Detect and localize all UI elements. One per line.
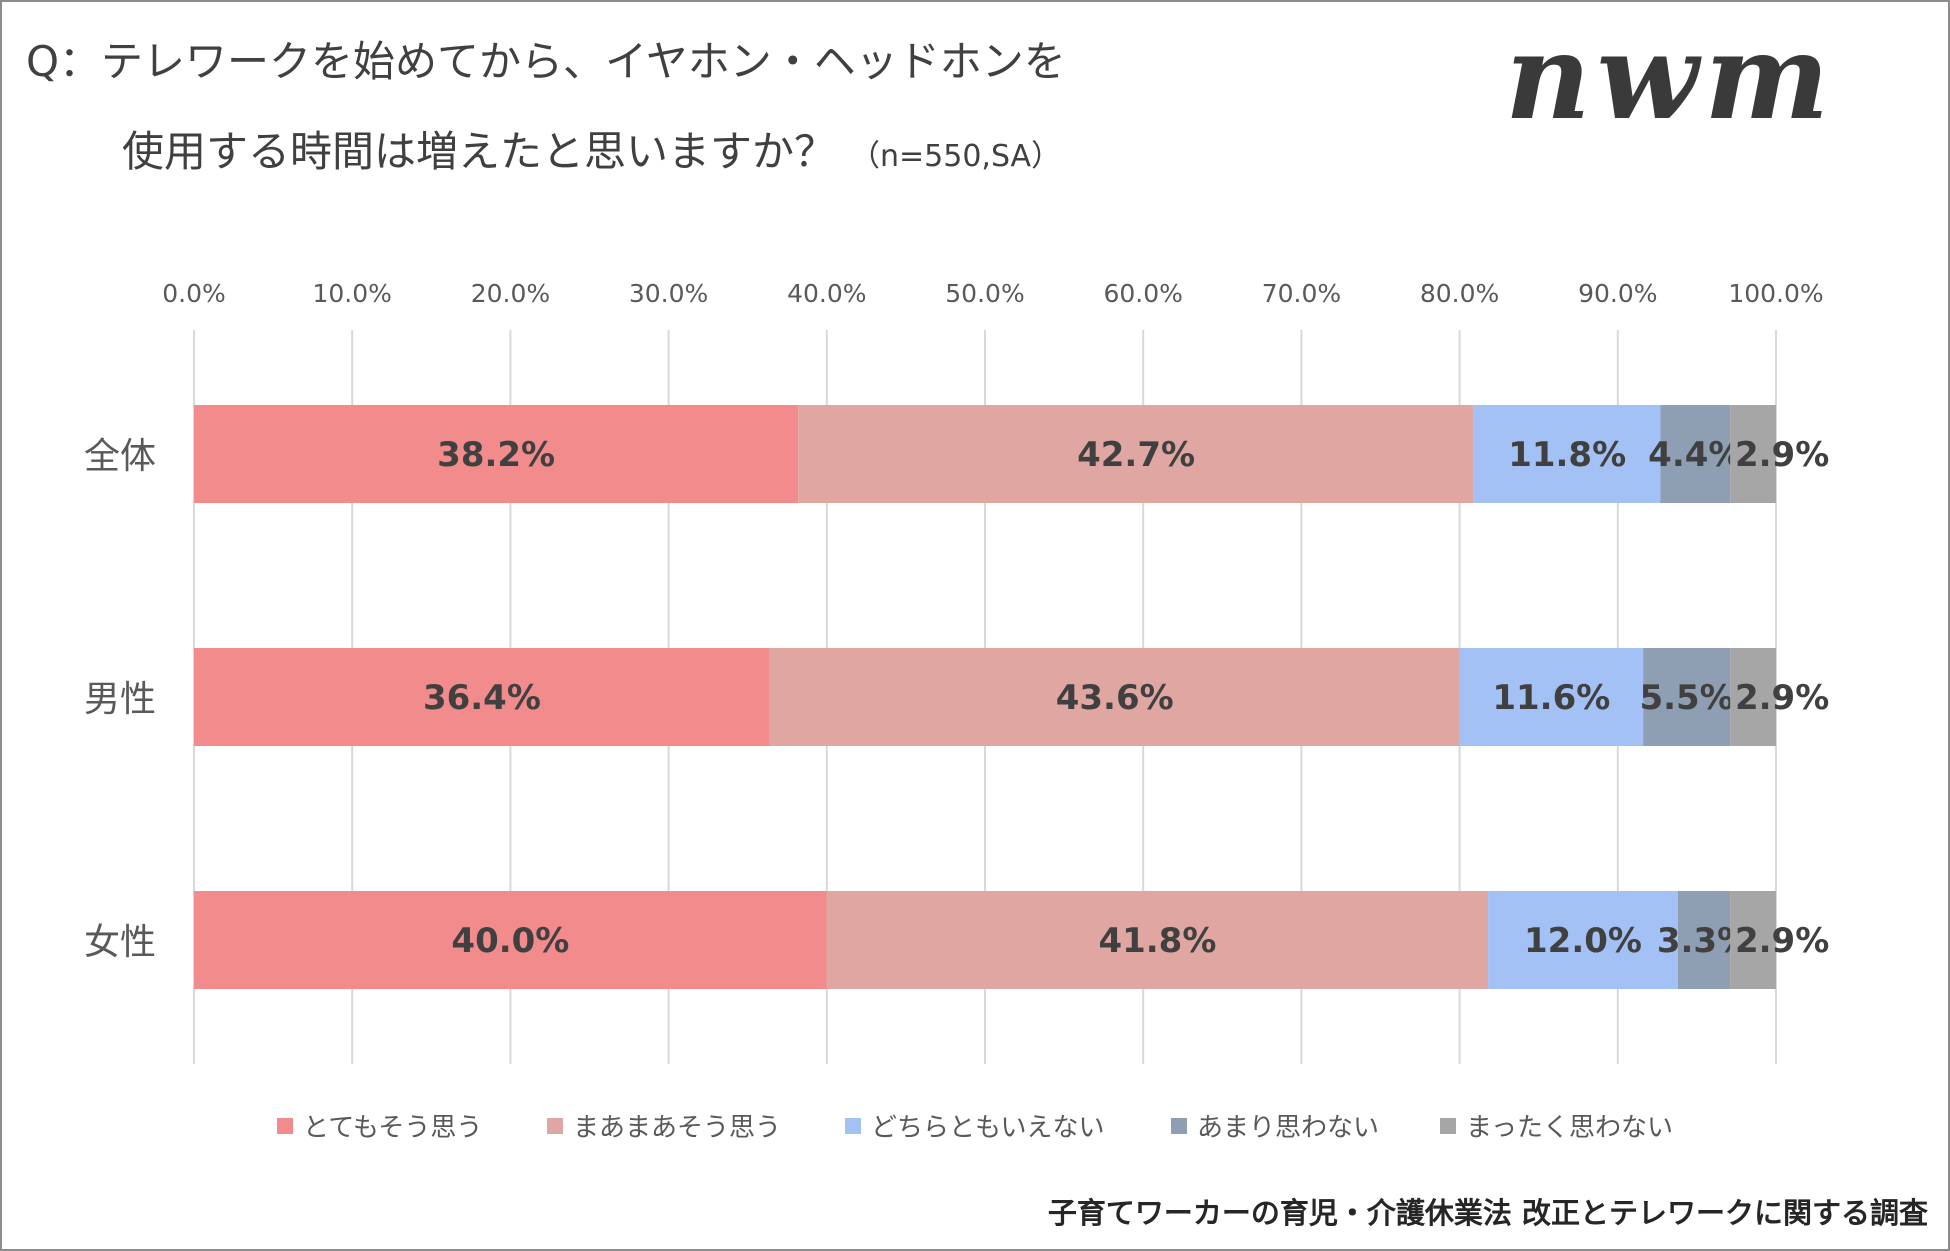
x-tick-label: 100.0% [1728,279,1823,308]
data-label: 4.4% [1648,435,1742,475]
legend-label: まったく思わない [1466,1113,1673,1143]
x-tick-label: 10.0% [312,279,391,308]
legend-swatch [277,1118,293,1134]
bar-segment [1677,891,1731,989]
data-label: 42.7% [1077,435,1195,475]
survey-footer: 子育てワーカーの育児・介護休業法 改正とテレワークに関する調査 [1047,1196,1928,1230]
data-label: 2.9% [1735,921,1829,961]
data-label: 11.8% [1508,435,1626,475]
data-label: 40.0% [451,921,569,961]
bar-segment [1730,891,1776,989]
legend-label: あまり思わない [1197,1113,1379,1143]
data-label: 41.8% [1098,921,1216,961]
data-label: 2.9% [1735,435,1829,475]
bar-segment [1660,405,1731,503]
data-label: 43.6% [1056,678,1174,718]
category-label: 女性 [84,922,156,963]
bar-segment [194,648,770,746]
data-label: 11.6% [1492,678,1610,718]
x-tick-label: 60.0% [1103,279,1182,308]
data-label: 5.5% [1639,678,1733,718]
bar-segment [1473,405,1661,503]
category-label: 全体 [84,436,156,477]
legend-label: どちらともいえない [871,1113,1104,1143]
chart-title-line2: 使用する時間は増えたと思いますか？ （n=550,SA） [122,118,1061,179]
x-tick-label: 80.0% [1420,279,1499,308]
bar-segment [1730,648,1776,746]
bar-segment [826,891,1489,989]
brand-logo: nwm [1505,7,1836,146]
bar-segment [194,405,799,503]
x-tick-label: 0.0% [162,279,226,308]
data-label: 38.2% [437,435,555,475]
x-tick-label: 90.0% [1578,279,1657,308]
x-tick-label: 50.0% [945,279,1024,308]
x-tick-label: 30.0% [629,279,708,308]
category-label: 男性 [84,679,156,720]
data-label: 2.9% [1735,678,1829,718]
legend-swatch [1440,1118,1456,1134]
chart-title-line1: Q：テレワークを始めてから、イヤホン・ヘッドホンを [26,37,1066,86]
legend-swatch [1171,1118,1187,1134]
data-label: 12.0% [1524,921,1642,961]
bar-segment [1459,648,1644,746]
bar-segment [1643,648,1731,746]
legend-label: まあまあそう思う [573,1113,781,1143]
bar-segment [194,891,827,989]
bar-segment [1488,891,1678,989]
x-tick-label: 20.0% [471,279,550,308]
legend-label: とてもそう思う [303,1113,482,1143]
chart-sample-size: （n=550,SA） [850,139,1062,174]
legend-swatch [845,1118,861,1134]
legend-swatch [547,1118,563,1134]
bar-segment [798,405,1474,503]
bar-segment [1730,405,1776,503]
bar-segment [769,648,1460,746]
data-label: 36.4% [423,678,541,718]
x-tick-label: 70.0% [1262,279,1341,308]
x-tick-label: 40.0% [787,279,866,308]
chart-title-question: 使用する時間は増えたと思いますか？ [122,127,837,176]
